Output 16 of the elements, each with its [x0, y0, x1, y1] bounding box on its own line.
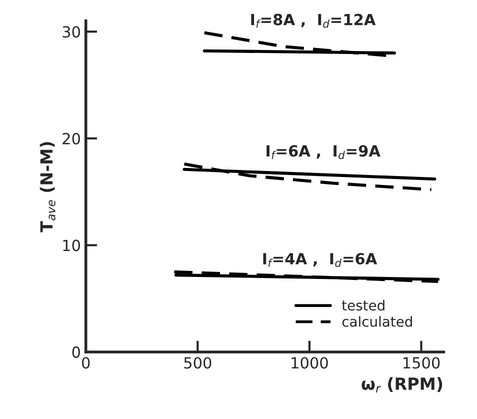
y-axis-title: T$_{ave}$ (N-M)	[40, 142, 56, 232]
x-axis-title: ω$_{r}$ (RPM)	[362, 377, 442, 393]
annotation: I$_{f}$=8A , I$_{d}$=12A	[251, 14, 376, 28]
annotation: I$_{f}$=6A , I$_{d}$=9A	[266, 145, 380, 160]
legend-label: calculated	[342, 316, 412, 327]
x-tick-label: 500	[184, 357, 212, 369]
x-tick-label: 1000	[292, 357, 328, 369]
line-series	[182, 162, 433, 192]
y-tick-label: 30	[62, 26, 80, 38]
x-tick-label: 1500	[403, 357, 440, 369]
y-tick-label: 0	[72, 346, 80, 358]
y-tick-label: 20	[62, 132, 80, 144]
x-tick-label: 0	[82, 357, 90, 369]
y-tick-label: 10	[63, 240, 80, 252]
legend-label: tested	[342, 300, 384, 311]
annotation: I$_{f}$=4A , I$_{d}$=6A	[263, 252, 378, 267]
